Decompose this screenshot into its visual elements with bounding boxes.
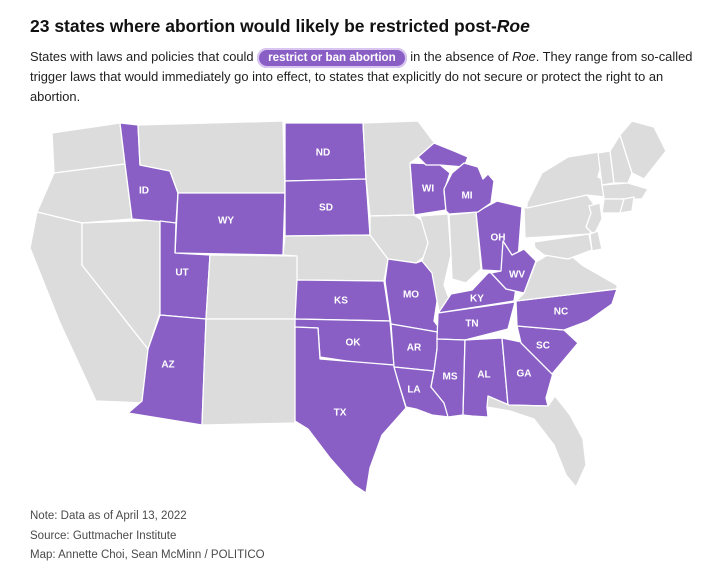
state-label-AL: AL (477, 370, 490, 381)
state-MI (417, 142, 469, 168)
note-line: Note: Data as of April 13, 2022 (30, 510, 187, 522)
title-roe-italic: Roe (496, 16, 530, 36)
us-map: ID WY UT AZ ND SD KS OK TX MO AR LA WI MI OH KY WV TN NC SC… (29, 120, 667, 494)
restrict-or-ban-pill: restrict or ban abortion (257, 48, 407, 68)
state-TX (294, 326, 407, 494)
state-label-ID: ID (139, 186, 149, 197)
state-NE (282, 234, 389, 282)
subtitle-text-3: . They range from so-called trigger laws… (30, 49, 693, 104)
state-label-WY: WY (218, 216, 234, 227)
credit-line: Map: Annette Choi, Sean McMinn / POLITIC… (30, 549, 265, 562)
state-label-KY: KY (470, 294, 484, 305)
abortion-map-graphic: 23 states where abortion would likely be… (29, 16, 697, 566)
state-WV (490, 240, 537, 294)
state-ME (619, 120, 667, 180)
state-label-ND: ND (316, 148, 330, 159)
state-label-OH: OH (491, 233, 506, 244)
state-label-UT: UT (175, 268, 188, 279)
state-MI (443, 162, 495, 215)
subtitle-roe-italic: Roe (512, 49, 536, 64)
state-label-GA: GA (517, 369, 532, 380)
source-line: Source: Guttmacher Institute (30, 529, 177, 542)
state-label-TN: TN (465, 319, 478, 330)
state-label-MI: MI (461, 191, 472, 202)
state-label-WV: WV (509, 270, 525, 281)
state-IN (448, 211, 482, 284)
state-label-NC: NC (554, 307, 568, 318)
state-OR (36, 163, 133, 224)
subtitle-text-1: States with laws and policies that could (30, 49, 258, 64)
state-label-MO: MO (403, 290, 419, 301)
state-RI (619, 196, 635, 214)
state-label-LA: LA (407, 385, 420, 396)
subtitle-text-2: in the absence of (406, 49, 513, 64)
state-MO (384, 258, 444, 334)
state-label-SC: SC (536, 341, 550, 352)
state-NM (201, 318, 298, 426)
state-VA (515, 246, 618, 302)
state-MD (533, 233, 593, 260)
footer-notes: Note: Data as of April 13, 2022 Source: … (30, 507, 697, 566)
state-label-AR: AR (407, 343, 422, 354)
title-text: 23 states where abortion would likely be… (30, 16, 497, 36)
state-MA (601, 182, 649, 200)
state-label-KS: KS (334, 296, 348, 307)
state-label-OK: OK (346, 338, 362, 349)
state-label-SD: SD (319, 203, 333, 214)
state-label-WI: WI (422, 184, 434, 195)
state-label-TX: TX (334, 408, 347, 419)
state-TN (436, 301, 516, 341)
state-NH (609, 134, 633, 184)
state-CO (205, 254, 301, 320)
state-label-AZ: AZ (161, 360, 174, 371)
state-label-MS: MS (443, 372, 458, 383)
page-title: 23 states where abortion would likely be… (30, 16, 697, 37)
subtitle: States with laws and policies that could… (30, 47, 697, 107)
state-FL (486, 395, 587, 488)
